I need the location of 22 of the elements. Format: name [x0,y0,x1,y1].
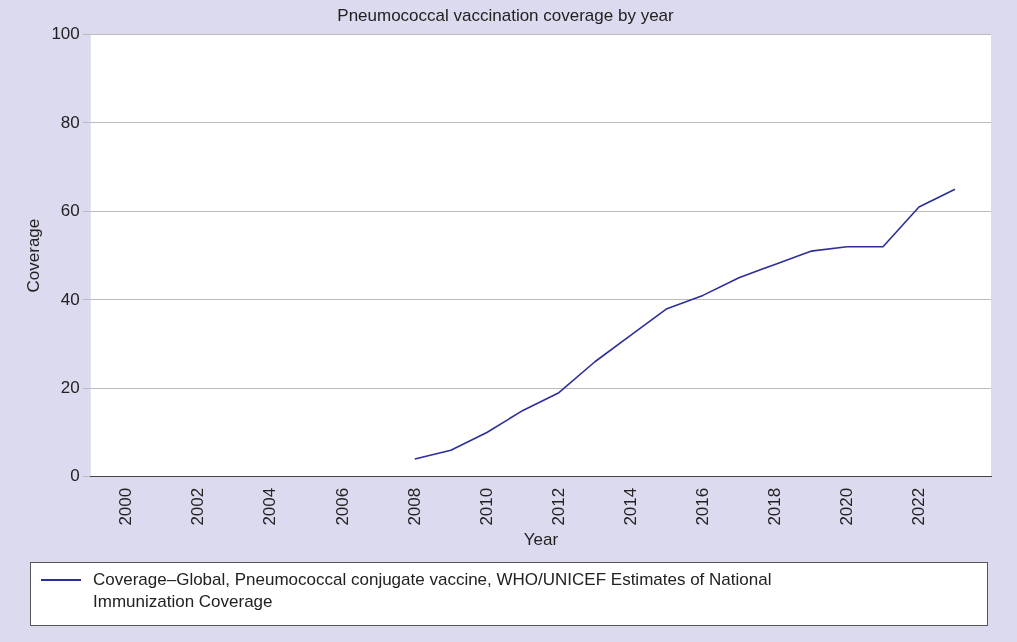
y-tick-label: 100 [51,24,80,44]
y-tick-label: 40 [60,289,80,309]
y-axis-title: Coverage [23,218,43,293]
y-tick-label: 20 [60,377,80,397]
x-tick-label: 2016 [692,487,712,526]
x-tick-label: 2008 [404,487,424,526]
legend-label: Coverage–Global, Pneumococcal conjugate vaccine, WHO/UNICEF Estimates of National Immunization Coverage [93,569,773,613]
x-axis-title: Year [523,530,559,550]
x-tick-label: 2002 [188,487,208,526]
x-tick-label: 2020 [836,487,856,526]
x-tick-label: 2018 [764,487,784,526]
x-tick-label: 2012 [548,487,568,526]
y-tick-label: 80 [60,112,80,132]
x-tick-label: 2006 [332,487,352,526]
x-tick-label: 2022 [908,487,928,526]
x-tick-label: 2014 [620,487,640,526]
chart-title: Pneumococcal vaccination coverage by year [337,5,675,25]
x-tick-label: 2000 [116,487,136,526]
x-tick-label: 2010 [476,487,496,526]
x-tick-label: 2004 [260,487,280,526]
y-tick-label: 0 [70,466,80,486]
y-tick-label: 60 [60,201,80,221]
